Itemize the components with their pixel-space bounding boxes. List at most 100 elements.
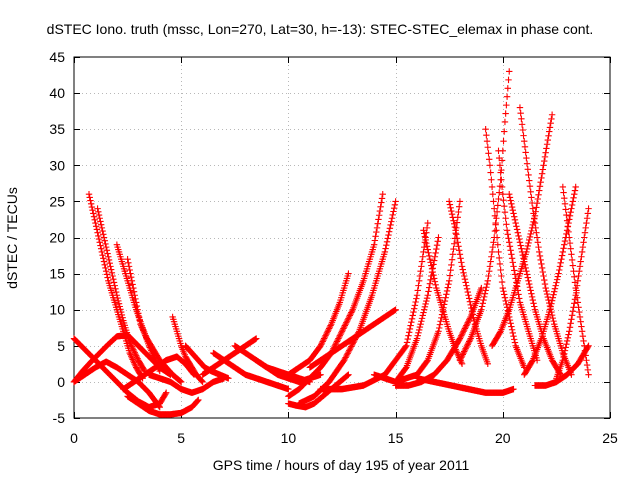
data-point-marker bbox=[543, 290, 551, 298]
data-point-marker bbox=[528, 358, 536, 365]
data-point-marker bbox=[451, 223, 459, 231]
data-point-marker bbox=[434, 238, 441, 245]
data-point-marker bbox=[568, 201, 576, 209]
data-point-marker bbox=[526, 177, 533, 184]
data-point-marker bbox=[448, 261, 455, 269]
data-point-marker bbox=[372, 233, 379, 240]
data-point-marker bbox=[488, 183, 496, 191]
data-point-marker bbox=[506, 194, 514, 201]
data-point-marker bbox=[320, 335, 328, 342]
data-series bbox=[488, 111, 556, 349]
data-point-marker bbox=[498, 176, 505, 183]
data-point-marker bbox=[132, 352, 140, 359]
data-point-marker bbox=[130, 284, 137, 292]
data-point-marker bbox=[449, 251, 456, 258]
y-axis-label: dSTEC / TECUs bbox=[4, 187, 20, 289]
data-point-marker bbox=[543, 287, 550, 295]
data-point-marker bbox=[423, 358, 431, 365]
data-point-marker bbox=[448, 256, 456, 263]
data-point-marker bbox=[461, 326, 468, 334]
data-point-marker bbox=[417, 320, 424, 328]
data-point-marker bbox=[319, 338, 326, 345]
data-point-marker bbox=[584, 366, 592, 374]
data-point-marker bbox=[508, 255, 516, 262]
data-point-marker bbox=[486, 156, 493, 163]
data-point-marker bbox=[453, 235, 461, 242]
x-tick-label: 10 bbox=[281, 430, 297, 446]
data-point-marker bbox=[559, 248, 567, 256]
data-point-marker bbox=[414, 287, 421, 294]
data-point-marker bbox=[570, 304, 577, 311]
data-point-marker bbox=[99, 251, 106, 259]
data-point-marker bbox=[580, 337, 587, 345]
data-point-marker bbox=[318, 341, 325, 348]
data-point-marker bbox=[418, 263, 425, 270]
data-point-marker bbox=[100, 234, 108, 241]
data-point-marker bbox=[510, 263, 517, 270]
data-point-marker bbox=[488, 248, 496, 256]
data-point-marker bbox=[385, 231, 392, 239]
data-point-marker bbox=[100, 255, 107, 262]
data-point-marker bbox=[572, 292, 579, 299]
data-point-marker bbox=[101, 237, 108, 244]
data-point-marker bbox=[581, 234, 588, 241]
data-point-marker bbox=[91, 216, 98, 224]
data-point-marker bbox=[108, 269, 116, 276]
data-point-marker bbox=[388, 215, 396, 222]
data-point-marker bbox=[479, 300, 486, 307]
data-point-marker bbox=[549, 314, 557, 322]
data-point-marker bbox=[511, 336, 518, 343]
data-point-marker bbox=[422, 300, 429, 308]
data-point-marker bbox=[508, 251, 515, 258]
data-point-marker bbox=[528, 227, 535, 235]
data-point-marker bbox=[498, 183, 506, 191]
data-point-marker bbox=[468, 308, 476, 315]
data-point-marker bbox=[576, 263, 584, 270]
data-point-marker bbox=[507, 247, 514, 254]
data-point-marker bbox=[412, 298, 419, 306]
data-point-marker bbox=[131, 292, 138, 299]
data-point-marker bbox=[485, 150, 492, 157]
data-point-marker bbox=[420, 306, 428, 313]
data-point-marker bbox=[569, 262, 577, 269]
data-point-marker bbox=[530, 218, 537, 226]
data-point-marker bbox=[132, 351, 139, 358]
data-point-marker bbox=[509, 207, 517, 214]
data-point-marker bbox=[509, 259, 517, 266]
data-point-marker bbox=[541, 276, 548, 284]
data-point-marker bbox=[466, 298, 474, 305]
data-point-marker bbox=[571, 190, 578, 198]
data-point-marker bbox=[565, 331, 572, 338]
data-point-marker bbox=[389, 211, 396, 219]
data-point-marker bbox=[116, 303, 123, 310]
data-point-marker bbox=[392, 198, 399, 205]
data-point-marker bbox=[162, 389, 170, 396]
data-point-marker bbox=[498, 272, 505, 280]
data-point-marker bbox=[526, 284, 534, 291]
data-point-marker bbox=[348, 309, 355, 316]
data-point-marker bbox=[343, 319, 350, 326]
data-point-marker bbox=[425, 249, 432, 256]
data-point-marker bbox=[460, 328, 467, 335]
data-point-marker bbox=[97, 242, 104, 249]
data-point-marker bbox=[317, 371, 324, 378]
data-point-marker bbox=[516, 239, 524, 246]
data-point-marker bbox=[339, 326, 346, 334]
data-point-marker bbox=[370, 241, 378, 248]
data-point-marker bbox=[156, 403, 163, 411]
data-point-marker bbox=[463, 344, 470, 351]
data-point-marker bbox=[340, 323, 348, 331]
data-point-marker bbox=[524, 242, 532, 250]
data-point-marker bbox=[93, 226, 101, 233]
data-point-marker bbox=[560, 245, 567, 252]
data-point-marker bbox=[522, 149, 529, 156]
data-point-marker bbox=[348, 307, 356, 315]
data-point-marker bbox=[482, 126, 489, 133]
data-point-marker bbox=[583, 215, 591, 222]
data-point-marker bbox=[446, 201, 454, 208]
data-point-marker bbox=[529, 205, 537, 212]
data-point-marker bbox=[435, 324, 443, 332]
data-point-marker bbox=[578, 328, 586, 335]
data-point-marker bbox=[566, 328, 573, 335]
data-point-marker bbox=[375, 212, 383, 219]
